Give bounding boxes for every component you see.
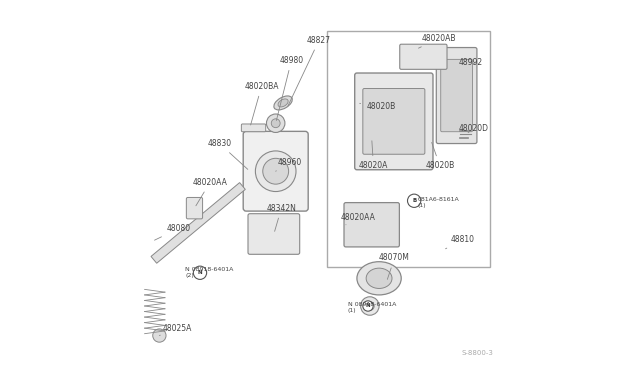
Text: 48020B: 48020B xyxy=(425,142,454,170)
Text: S-8800-3: S-8800-3 xyxy=(461,350,493,356)
Text: 48342N: 48342N xyxy=(266,203,296,231)
FancyBboxPatch shape xyxy=(355,73,433,170)
Polygon shape xyxy=(151,183,245,263)
Circle shape xyxy=(271,119,280,128)
Text: 48025A: 48025A xyxy=(159,324,193,336)
FancyBboxPatch shape xyxy=(248,214,300,254)
Text: 48020BA: 48020BA xyxy=(244,82,279,125)
FancyBboxPatch shape xyxy=(400,44,447,69)
Text: B: B xyxy=(412,198,416,203)
Text: 48830: 48830 xyxy=(207,139,248,169)
Text: 081A6-8161A
(1): 081A6-8161A (1) xyxy=(418,197,460,208)
FancyBboxPatch shape xyxy=(186,198,203,219)
Circle shape xyxy=(193,266,207,279)
Text: 48810: 48810 xyxy=(445,235,475,249)
Ellipse shape xyxy=(278,99,288,107)
Text: 48070M: 48070M xyxy=(379,253,410,279)
Circle shape xyxy=(363,301,373,311)
Circle shape xyxy=(365,302,374,310)
FancyBboxPatch shape xyxy=(241,124,266,132)
Text: 48020AB: 48020AB xyxy=(419,34,456,48)
Circle shape xyxy=(266,114,285,132)
Text: 48827: 48827 xyxy=(288,36,331,106)
Text: 48080: 48080 xyxy=(154,224,191,240)
Text: 48980: 48980 xyxy=(276,56,303,121)
Ellipse shape xyxy=(274,96,292,110)
FancyBboxPatch shape xyxy=(243,131,308,211)
Circle shape xyxy=(255,151,296,192)
Ellipse shape xyxy=(366,268,392,288)
Text: 48020AA: 48020AA xyxy=(340,213,375,225)
Circle shape xyxy=(153,329,166,342)
FancyBboxPatch shape xyxy=(441,60,472,132)
Ellipse shape xyxy=(357,262,401,295)
Text: N: N xyxy=(198,270,202,275)
Text: 48960: 48960 xyxy=(276,157,302,171)
Text: 48020A: 48020A xyxy=(359,141,388,170)
FancyBboxPatch shape xyxy=(344,203,399,247)
Text: 48020B: 48020B xyxy=(360,102,396,111)
FancyBboxPatch shape xyxy=(436,48,477,144)
Text: N: N xyxy=(365,304,371,308)
Circle shape xyxy=(263,158,289,184)
Circle shape xyxy=(408,194,420,208)
Text: 48020AA: 48020AA xyxy=(193,178,227,206)
Text: 48020D: 48020D xyxy=(458,124,488,133)
Circle shape xyxy=(360,297,379,315)
Text: 48992: 48992 xyxy=(458,58,483,67)
Text: N 08918-6401A
(1): N 08918-6401A (1) xyxy=(348,302,396,313)
FancyBboxPatch shape xyxy=(363,89,425,154)
Text: N 08918-6401A
(2): N 08918-6401A (2) xyxy=(185,267,234,278)
